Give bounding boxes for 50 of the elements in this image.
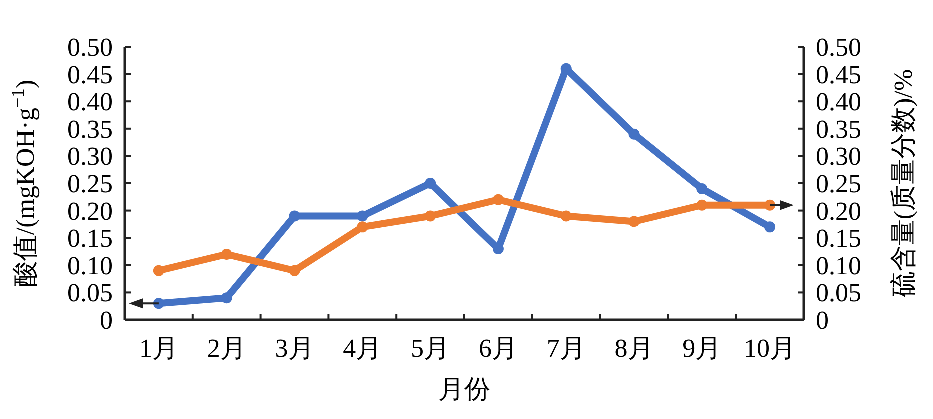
x-tick-label: 9月 xyxy=(682,334,722,363)
y2-tick-label: 0.30 xyxy=(816,142,862,172)
y2-tick-label: 0.40 xyxy=(816,88,862,117)
x-tick-label: 6月 xyxy=(478,334,518,363)
y-tick-label: 0 xyxy=(100,306,113,335)
point xyxy=(357,222,368,233)
x-axis-title: 月份 xyxy=(438,375,490,404)
point xyxy=(357,210,368,222)
y-tick-label: 0.10 xyxy=(68,251,113,280)
point xyxy=(628,128,640,140)
y2-tick-label: 0.10 xyxy=(816,251,862,280)
x-tick-label: 1月 xyxy=(139,334,178,363)
y2-tick-label: 0 xyxy=(816,306,829,335)
y-tick-label: 0.05 xyxy=(68,278,113,308)
y2-tick-label: 0.25 xyxy=(816,170,862,198)
point xyxy=(289,265,300,276)
x-tick-label: 2月 xyxy=(207,334,246,363)
x-tick-label: 4月 xyxy=(343,334,382,363)
x-tick-label: 7月 xyxy=(546,334,586,363)
x-tick-label: 3月 xyxy=(275,334,314,363)
point xyxy=(425,210,436,222)
point xyxy=(696,183,708,194)
point xyxy=(153,265,164,276)
y2-axis-title: 硫含量(质量分数)/% xyxy=(889,69,918,298)
point xyxy=(560,210,572,222)
x-tick-label: 5月 xyxy=(411,334,450,363)
point xyxy=(764,222,776,233)
y-tick-label: 0.35 xyxy=(68,114,113,144)
y-tick-label: 0.15 xyxy=(68,224,113,254)
point xyxy=(221,248,232,260)
y-tick-label: 0.20 xyxy=(68,196,113,226)
point xyxy=(425,178,436,189)
x-tick-label: 8月 xyxy=(614,334,654,363)
y2-tick-label: 0.20 xyxy=(816,196,862,226)
y-tick-label: 0.25 xyxy=(68,170,113,198)
y-tick-label: 0.45 xyxy=(68,60,113,90)
point xyxy=(628,216,640,228)
point xyxy=(221,292,232,304)
x-tick-label: 10月 xyxy=(744,334,796,363)
point xyxy=(289,210,300,222)
y2-tick-label: 0.50 xyxy=(816,33,862,62)
y2-tick-label: 0.15 xyxy=(816,224,862,254)
point xyxy=(492,194,504,206)
y2-tick-label: 0.35 xyxy=(816,114,862,144)
point xyxy=(696,200,708,211)
y-tick-label: 0.40 xyxy=(68,88,113,117)
y-tick-label: 0.30 xyxy=(68,142,113,172)
y-tick-label: 0.50 xyxy=(68,33,113,62)
y2-tick-label: 0.05 xyxy=(816,278,862,308)
y2-tick-label: 0.45 xyxy=(816,60,862,90)
